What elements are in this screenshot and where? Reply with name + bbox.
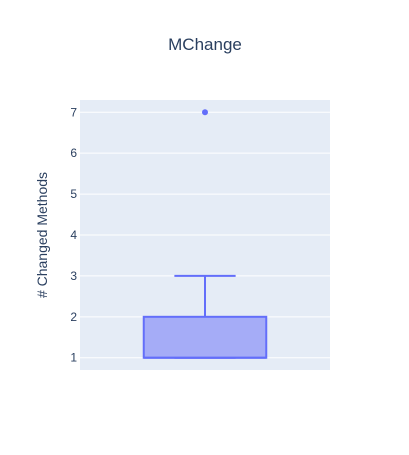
iqr-box xyxy=(142,315,268,359)
chart-title: MChange xyxy=(168,35,242,54)
y-tick-label: 5 xyxy=(70,187,77,201)
y-tick-label: 3 xyxy=(70,269,77,283)
y-tick-labels: 1 2 3 4 5 6 7 xyxy=(70,105,77,364)
outlier-point xyxy=(202,109,208,116)
y-tick-label: 2 xyxy=(70,310,77,324)
y-tick-label: 1 xyxy=(70,351,77,365)
y-axis-label: # Changed Methods xyxy=(34,172,50,298)
y-tick-label: 4 xyxy=(70,228,77,242)
y-tick-label: 6 xyxy=(70,146,77,160)
y-tick-label: 7 xyxy=(70,105,77,119)
boxes xyxy=(142,109,268,359)
